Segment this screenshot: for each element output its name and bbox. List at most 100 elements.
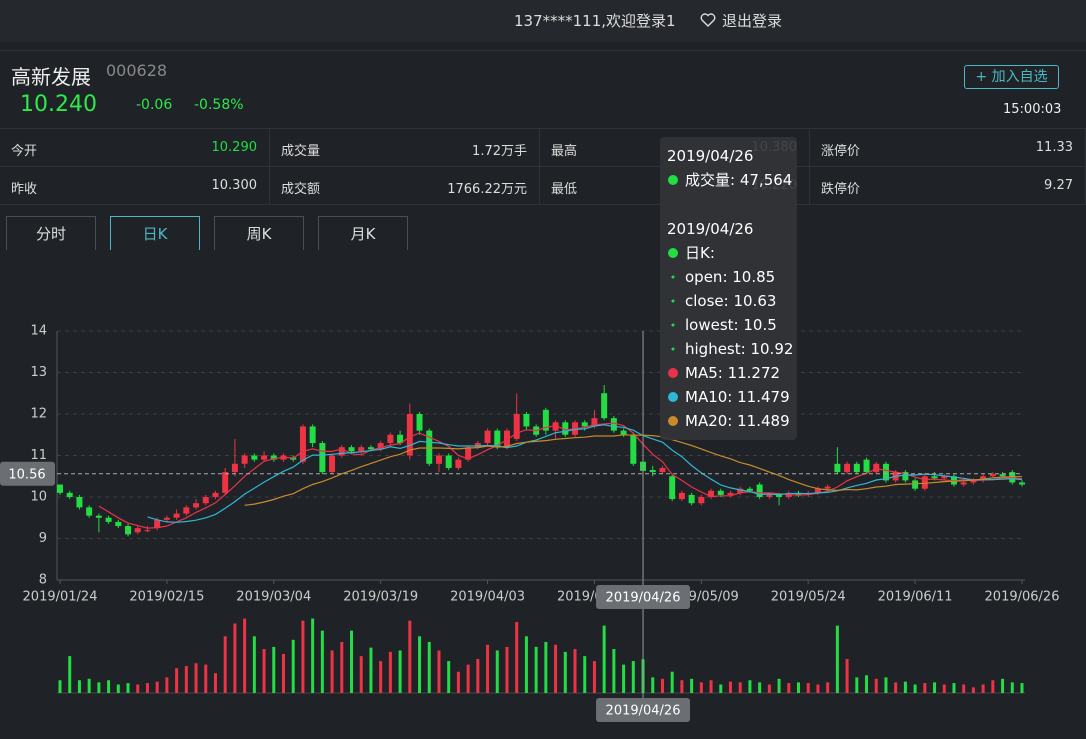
- candle-body: [766, 494, 773, 497]
- volume-bar: [942, 684, 946, 693]
- tab[interactable]: 日K: [110, 216, 200, 250]
- volume-bar: [379, 661, 383, 693]
- candle-body: [503, 430, 510, 448]
- stat-cell: 昨收 10.300: [0, 167, 270, 205]
- candle-body: [193, 503, 200, 508]
- tooltip-text: 日K: [685, 244, 711, 262]
- stat-label: 跌停价: [821, 182, 861, 197]
- candle-body: [290, 457, 297, 460]
- tooltip-line: lowest: 10.5: [685, 316, 777, 334]
- candle-body: [610, 418, 617, 431]
- candle-body: [251, 455, 258, 460]
- candle-body: [980, 476, 987, 481]
- y-tick-label: 9: [39, 531, 47, 546]
- volume-bar: [350, 630, 354, 693]
- ma-line: [244, 434, 1022, 506]
- candle-body: [513, 414, 520, 439]
- volume-bar: [204, 664, 208, 693]
- candle-body: [737, 488, 744, 493]
- volume-bar: [554, 644, 558, 693]
- tooltip-text: 11.479: [737, 388, 790, 406]
- volume-bar: [719, 684, 723, 693]
- candle-body: [814, 488, 821, 493]
- quote-time: 15:00:03: [1003, 102, 1062, 117]
- y-tick-label: 12: [30, 407, 47, 422]
- volume-bar: [165, 677, 169, 693]
- volume-bar: [583, 656, 587, 693]
- logout-link[interactable]: 退出登录: [722, 12, 783, 30]
- volume-bar: [777, 678, 781, 693]
- volume-bar: [291, 639, 295, 693]
- candle-body: [931, 476, 938, 479]
- y-tick-label: 11: [30, 448, 47, 463]
- volume-bar: [612, 649, 616, 693]
- volume-bar: [427, 641, 431, 693]
- candle-body: [183, 507, 190, 514]
- volume-bar: [466, 664, 470, 693]
- tooltip-dot: [668, 416, 678, 426]
- volume-bar: [1020, 683, 1024, 693]
- stat-value: 10.300: [211, 178, 258, 193]
- candle-body: [154, 519, 161, 529]
- candle-body: [581, 422, 588, 427]
- volume-bar: [388, 651, 392, 693]
- volume-bar: [311, 618, 315, 693]
- candle-body: [173, 513, 180, 518]
- volume-bar: [913, 684, 917, 693]
- volume-bar: [77, 680, 81, 693]
- tab[interactable]: 月K: [318, 216, 408, 250]
- tooltip-line: 成交量: 47,564: [685, 171, 792, 189]
- volume-bar: [515, 622, 519, 693]
- volume-bar: [670, 671, 674, 693]
- tooltip-text: 10.85: [732, 268, 775, 286]
- volume-bar: [320, 630, 324, 693]
- volume-bar: [767, 684, 771, 693]
- candle-body: [669, 476, 676, 500]
- volume-bar: [175, 668, 179, 693]
- volume-bar: [680, 680, 684, 693]
- y-tick-label: 14: [30, 324, 47, 339]
- volume-bar: [262, 649, 266, 693]
- stock-price: 10.240: [20, 92, 97, 117]
- tooltip-text: 47,564: [740, 171, 793, 189]
- volume-bar: [301, 620, 305, 693]
- candle-body: [309, 426, 316, 444]
- tooltip-line: close: 10.63: [685, 292, 776, 310]
- user-greeting: 137****111,欢迎登录1: [514, 12, 676, 30]
- candle-body: [1019, 482, 1025, 485]
- volume-bar: [797, 682, 801, 693]
- volume-bar: [447, 661, 451, 693]
- candle-body: [445, 455, 452, 468]
- candle-body: [620, 430, 627, 435]
- stat-cell: 今开 10.290: [0, 129, 270, 167]
- volume-bar: [252, 636, 256, 693]
- stat-label: 成交量: [281, 144, 321, 159]
- tooltip-separator: :: [734, 316, 744, 334]
- volume-bar: [592, 661, 596, 693]
- volume-bar: [408, 620, 412, 693]
- volume-bar: [281, 654, 285, 693]
- candle-body: [465, 447, 472, 460]
- candle-body: [999, 474, 1006, 477]
- volume-bar: [738, 682, 742, 693]
- tab[interactable]: 分时: [6, 216, 96, 250]
- add-watchlist-button[interactable]: + 加入自选: [964, 65, 1059, 89]
- tooltip-line: 2019/04/26: [667, 220, 753, 238]
- volume-bar: [58, 680, 62, 693]
- volume-bar: [971, 687, 975, 693]
- candle-body: [873, 463, 880, 473]
- volume-bar: [155, 681, 159, 693]
- tooltip-dot: [668, 368, 678, 378]
- volume-bar: [136, 684, 140, 693]
- volume-bar: [116, 684, 120, 693]
- volume-bar: [524, 636, 528, 693]
- candle-body: [134, 528, 141, 533]
- candle-body: [708, 490, 715, 497]
- volume-bar: [398, 650, 402, 693]
- candle-body: [387, 434, 394, 444]
- candle-body: [678, 492, 685, 500]
- price-change-pct: -0.58%: [194, 97, 244, 113]
- tab[interactable]: 周K: [214, 216, 304, 250]
